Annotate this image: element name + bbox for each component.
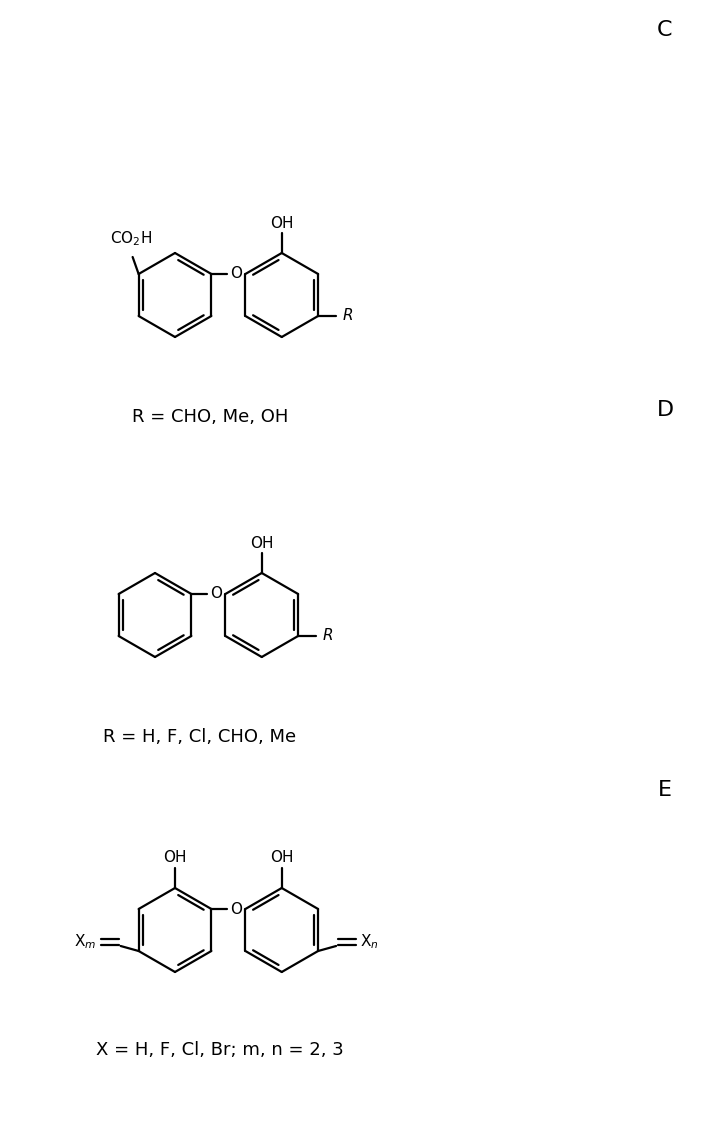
Text: R = H, F, Cl, CHO, Me: R = H, F, Cl, CHO, Me xyxy=(104,728,297,747)
Text: E: E xyxy=(658,780,672,800)
Text: X$_n$: X$_n$ xyxy=(360,933,379,951)
Text: OH: OH xyxy=(270,215,294,230)
Text: OH: OH xyxy=(163,851,186,866)
Text: X$_m$: X$_m$ xyxy=(74,933,97,951)
Text: X = H, F, Cl, Br; m, n = 2, 3: X = H, F, Cl, Br; m, n = 2, 3 xyxy=(96,1041,344,1059)
Text: O: O xyxy=(231,901,243,916)
Text: O: O xyxy=(210,586,222,601)
Text: R = CHO, Me, OH: R = CHO, Me, OH xyxy=(132,408,288,426)
Text: CO$_2$H: CO$_2$H xyxy=(109,229,151,248)
Text: R: R xyxy=(343,308,353,324)
Text: OH: OH xyxy=(250,536,273,551)
Text: D: D xyxy=(656,400,674,420)
Text: R: R xyxy=(322,629,334,643)
Text: OH: OH xyxy=(270,851,294,866)
Text: C: C xyxy=(658,19,673,40)
Text: O: O xyxy=(231,267,243,282)
